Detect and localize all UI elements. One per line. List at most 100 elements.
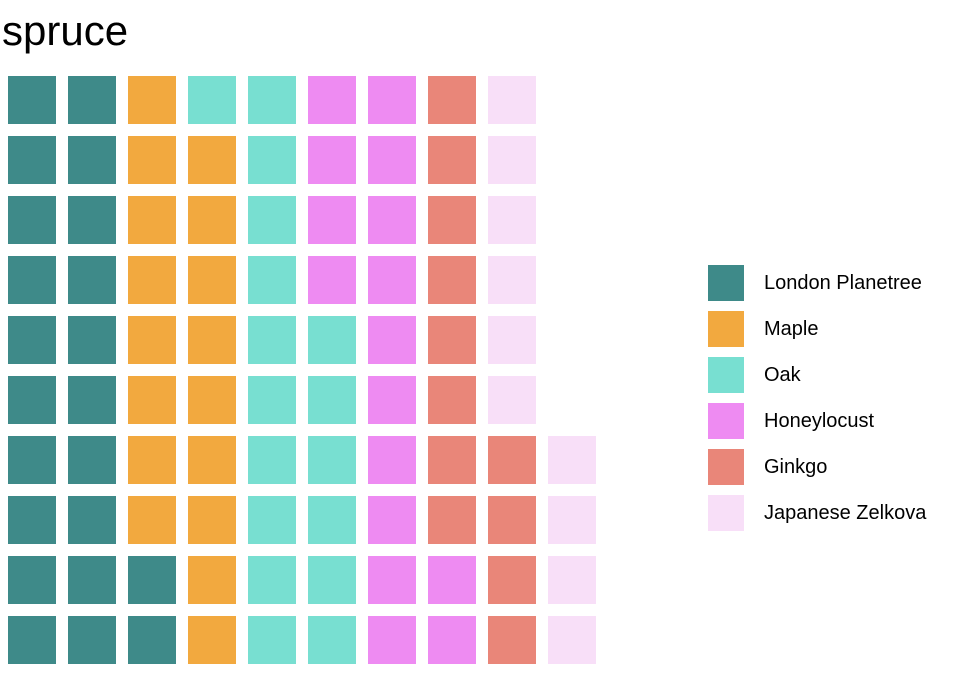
legend-item: Oak xyxy=(708,352,926,398)
waffle-cell-japanese-zelkova xyxy=(488,376,536,424)
waffle-cell-london-planetree xyxy=(8,136,56,184)
waffle-cell-honeylocust xyxy=(308,136,356,184)
waffle-cell-oak xyxy=(248,316,296,364)
waffle-cell-london-planetree xyxy=(8,436,56,484)
waffle-cell-ginkgo xyxy=(428,76,476,124)
waffle-cell-oak xyxy=(248,256,296,304)
waffle-cell-honeylocust xyxy=(368,196,416,244)
legend-swatch xyxy=(708,311,744,347)
waffle-cell-honeylocust xyxy=(308,76,356,124)
waffle-cell-oak xyxy=(308,376,356,424)
waffle-cell-oak xyxy=(308,496,356,544)
waffle-cell-oak xyxy=(308,316,356,364)
waffle-cell-ginkgo xyxy=(428,316,476,364)
waffle-cell-london-planetree xyxy=(8,376,56,424)
waffle-cell-honeylocust xyxy=(308,196,356,244)
waffle-cell-london-planetree xyxy=(8,616,56,664)
waffle-cell-maple xyxy=(128,496,176,544)
waffle-cell-oak xyxy=(308,616,356,664)
waffle-cell-london-planetree xyxy=(68,196,116,244)
waffle-cell-honeylocust xyxy=(368,376,416,424)
waffle-cell-oak xyxy=(188,76,236,124)
waffle-cell-london-planetree xyxy=(8,196,56,244)
legend-swatch xyxy=(708,449,744,485)
waffle-cell-london-planetree xyxy=(68,316,116,364)
legend-item: Ginkgo xyxy=(708,444,926,490)
waffle-cell-oak xyxy=(248,496,296,544)
waffle-cell-london-planetree xyxy=(68,376,116,424)
waffle-cell-japanese-zelkova xyxy=(488,136,536,184)
waffle-cell-maple xyxy=(128,256,176,304)
waffle-cell-maple xyxy=(188,616,236,664)
legend-label: Honeylocust xyxy=(764,409,875,432)
waffle-cell-japanese-zelkova xyxy=(548,436,596,484)
legend-label: Japanese Zelkova xyxy=(764,501,927,524)
waffle-cell-ginkgo xyxy=(428,376,476,424)
waffle-cell-japanese-zelkova xyxy=(488,76,536,124)
legend-label: Oak xyxy=(764,363,801,386)
waffle-cell-london-planetree xyxy=(8,76,56,124)
waffle-cell-maple xyxy=(128,76,176,124)
waffle-cell-oak xyxy=(248,196,296,244)
legend-label: London Planetree xyxy=(764,271,922,294)
waffle-cell-oak xyxy=(308,556,356,604)
legend-swatch xyxy=(708,357,744,393)
waffle-cell-honeylocust xyxy=(368,316,416,364)
waffle-cell-honeylocust xyxy=(368,256,416,304)
waffle-cell-maple xyxy=(188,496,236,544)
waffle-cell-honeylocust xyxy=(368,436,416,484)
waffle-cell-ginkgo xyxy=(488,436,536,484)
waffle-cell-japanese-zelkova xyxy=(488,196,536,244)
waffle-cell-honeylocust xyxy=(368,556,416,604)
waffle-cell-maple xyxy=(128,196,176,244)
waffle-cell-london-planetree xyxy=(128,616,176,664)
waffle-cell-london-planetree xyxy=(8,316,56,364)
waffle-cell-london-planetree xyxy=(68,436,116,484)
waffle-cell-honeylocust xyxy=(428,556,476,604)
waffle-cell-london-planetree xyxy=(68,136,116,184)
legend-label: Ginkgo xyxy=(764,455,828,478)
legend-item: London Planetree xyxy=(708,260,926,306)
waffle-cell-ginkgo xyxy=(428,136,476,184)
waffle-cell-maple xyxy=(188,256,236,304)
waffle-cell-london-planetree xyxy=(68,496,116,544)
waffle-cell-honeylocust xyxy=(368,76,416,124)
waffle-cell-honeylocust xyxy=(368,496,416,544)
waffle-cell-maple xyxy=(188,316,236,364)
waffle-cell-london-planetree xyxy=(8,256,56,304)
waffle-cell-maple xyxy=(128,376,176,424)
waffle-cell-maple xyxy=(128,316,176,364)
waffle-cell-london-planetree xyxy=(68,256,116,304)
waffle-cell-honeylocust xyxy=(308,256,356,304)
waffle-cell-oak xyxy=(248,76,296,124)
waffle-cell-ginkgo xyxy=(428,256,476,304)
legend-swatch xyxy=(708,403,744,439)
waffle-cell-ginkgo xyxy=(428,496,476,544)
waffle-cell-maple xyxy=(128,436,176,484)
waffle-cell-london-planetree xyxy=(68,616,116,664)
waffle-cell-oak xyxy=(308,436,356,484)
waffle-cell-japanese-zelkova xyxy=(548,616,596,664)
waffle-cell-maple xyxy=(188,436,236,484)
waffle-cell-maple xyxy=(188,136,236,184)
legend-item: Honeylocust xyxy=(708,398,926,444)
waffle-cell-london-planetree xyxy=(128,556,176,604)
waffle-cell-oak xyxy=(248,436,296,484)
waffle-cell-ginkgo xyxy=(428,196,476,244)
waffle-cell-ginkgo xyxy=(488,616,536,664)
waffle-cell-ginkgo xyxy=(488,556,536,604)
waffle-cell-maple xyxy=(188,556,236,604)
waffle-cell-japanese-zelkova xyxy=(488,316,536,364)
legend-label: Maple xyxy=(764,317,819,340)
waffle-cell-london-planetree xyxy=(68,556,116,604)
waffle-cell-honeylocust xyxy=(428,616,476,664)
waffle-cell-ginkgo xyxy=(428,436,476,484)
legend-swatch xyxy=(708,495,744,531)
waffle-cell-london-planetree xyxy=(8,496,56,544)
waffle-cell-honeylocust xyxy=(368,136,416,184)
waffle-cell-japanese-zelkova xyxy=(488,256,536,304)
waffle-cell-honeylocust xyxy=(368,616,416,664)
waffle-cell-japanese-zelkova xyxy=(548,496,596,544)
waffle-cell-oak xyxy=(248,556,296,604)
waffle-cell-maple xyxy=(188,376,236,424)
